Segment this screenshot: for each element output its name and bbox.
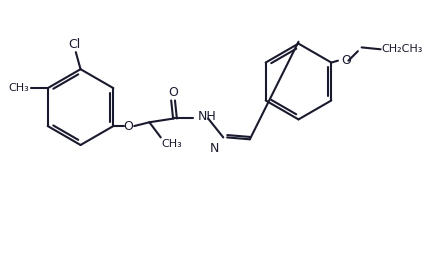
Text: CH₃: CH₃ xyxy=(162,139,182,149)
Text: O: O xyxy=(168,86,178,99)
Text: CH₂CH₃: CH₂CH₃ xyxy=(382,44,423,54)
Text: NH: NH xyxy=(198,110,216,123)
Text: N: N xyxy=(210,142,219,155)
Text: CH₃: CH₃ xyxy=(8,83,29,93)
Text: O: O xyxy=(124,120,133,133)
Text: O: O xyxy=(342,54,351,67)
Text: Cl: Cl xyxy=(68,38,80,51)
